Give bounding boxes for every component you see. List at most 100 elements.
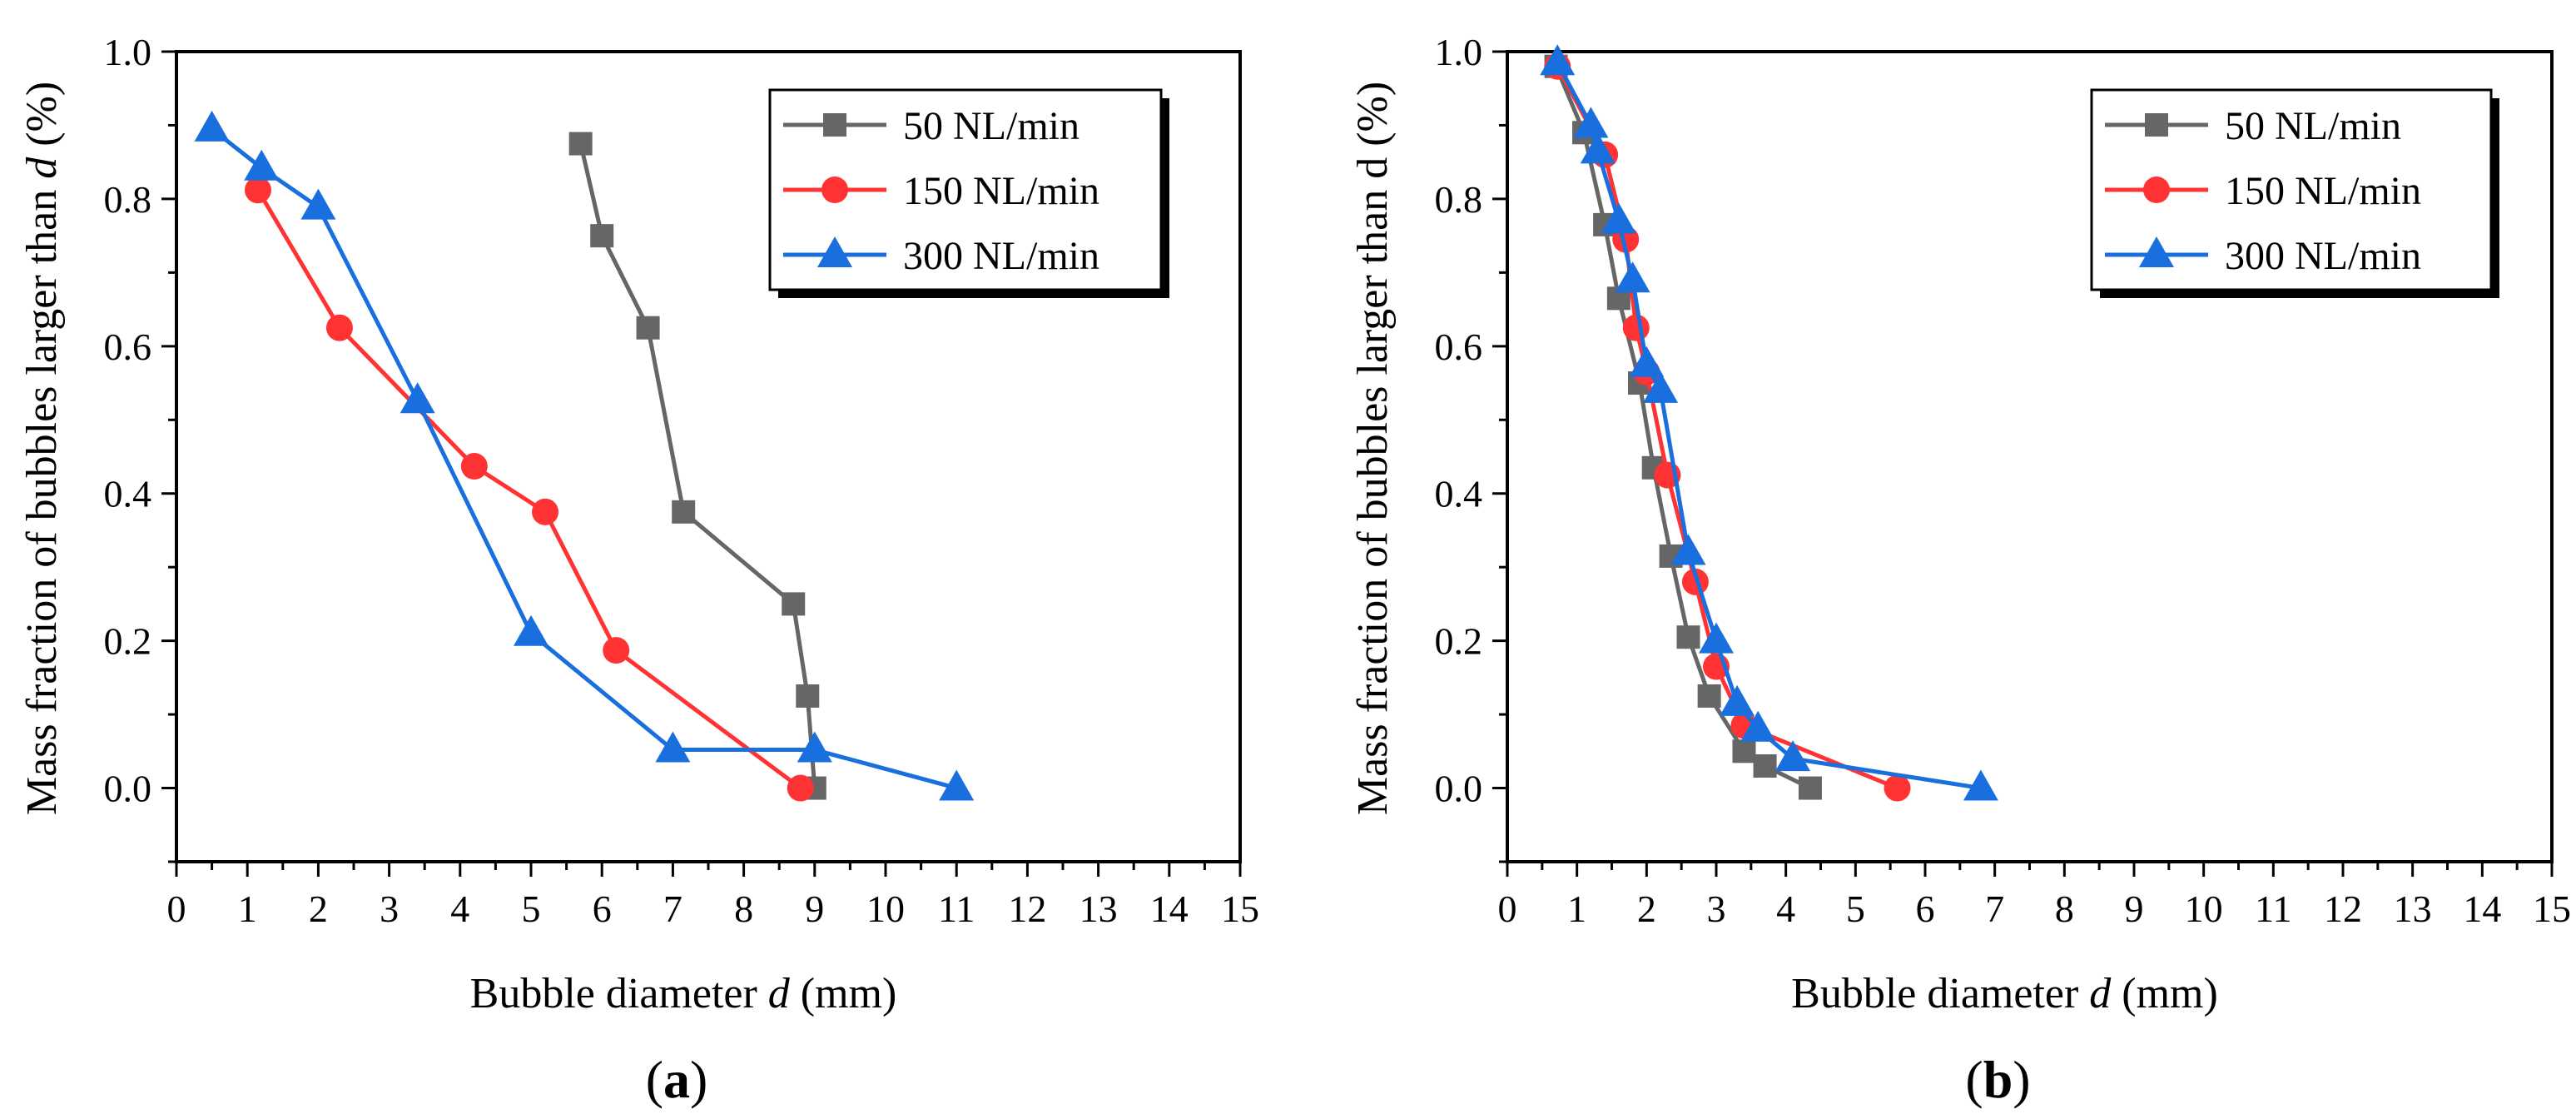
x-tick-label: 13 — [2394, 888, 2432, 930]
x-tick-label: 7 — [663, 888, 682, 930]
legend: 50 NL/min 150 NL/min 300 NL/min — [768, 88, 1169, 298]
series-50-nl-min — [1544, 54, 1822, 800]
data-point — [514, 614, 548, 646]
data-point — [1697, 684, 1721, 708]
data-point — [300, 188, 336, 220]
series-line — [1554, 65, 1812, 790]
series-300-nl-min — [194, 110, 975, 801]
data-point — [939, 769, 975, 801]
x-tick-label: 10 — [2185, 888, 2223, 930]
x-tick-label: 5 — [1846, 888, 1865, 930]
legend-entry: 150 NL/min — [2105, 169, 2421, 213]
legend-label: 150 NL/min — [2225, 169, 2421, 213]
x-axis: 0 1 2 3 4 5 6 7 8 9 10 11 12 13 14 15 — [1498, 862, 2571, 930]
y-tick-label: 0.6 — [104, 326, 152, 368]
data-point — [1884, 774, 1911, 802]
y-tick-label: 0.2 — [104, 620, 152, 663]
legend-label: 150 NL/min — [903, 169, 1099, 213]
legend-entry: 300 NL/min — [2105, 234, 2421, 278]
legend-marker — [2143, 177, 2170, 203]
y-tick-label: 0.0 — [104, 768, 152, 810]
x-tick-label: 1 — [1567, 888, 1586, 930]
x-tick-label: 9 — [2125, 888, 2144, 930]
legend-marker — [821, 177, 848, 203]
x-tick-label: 3 — [1707, 888, 1726, 930]
chart-a-svg: 0 1 2 3 4 5 6 7 8 9 10 11 12 13 14 150.00.20.40.60.81.0… — [18, 31, 1259, 1109]
data-point — [460, 452, 488, 480]
data-point — [1676, 625, 1700, 649]
x-tick-label: 13 — [1080, 888, 1118, 930]
x-tick-label: 2 — [1637, 888, 1656, 930]
data-point — [1629, 346, 1665, 377]
chart-b-svg: 0 1 2 3 4 5 6 7 8 9 10 11 12 13 14 150.00.20.40.60.81.0… — [1349, 31, 2571, 1109]
x-tick-label: 14 — [1150, 888, 1189, 930]
data-point — [244, 149, 280, 181]
y-axis-title: Mass fraction of bubbles larger than d (… — [1349, 82, 1397, 815]
x-axis: 0 1 2 3 4 5 6 7 8 9 10 11 12 13 14 15 — [167, 862, 1259, 930]
legend-label: 300 NL/min — [2225, 234, 2421, 278]
legend-marker — [823, 113, 846, 137]
data-point — [1740, 710, 1776, 742]
x-tick-label: 11 — [938, 888, 975, 930]
data-point — [244, 177, 271, 204]
data-point — [655, 731, 691, 763]
data-point — [1963, 769, 1998, 801]
y-axis-title: Mass fraction of bubbles larger than d (… — [18, 82, 66, 815]
legend-entry: 50 NL/min — [2105, 104, 2401, 148]
y-tick-label: 0.4 — [1435, 473, 1483, 515]
data-point — [672, 500, 696, 524]
series-line — [1556, 62, 1982, 791]
y-tick-label: 0.0 — [1435, 768, 1483, 810]
legend-label: 50 NL/min — [903, 104, 1080, 148]
x-tick-label: 0 — [1498, 888, 1517, 930]
series-line — [256, 189, 802, 790]
data-point — [1601, 202, 1636, 234]
legend: 50 NL/min 150 NL/min 300 NL/min — [2090, 88, 2499, 298]
x-tick-label: 10 — [866, 888, 905, 930]
data-point — [568, 132, 593, 156]
x-tick-label: 12 — [2324, 888, 2362, 930]
legend-label: 300 NL/min — [903, 234, 1099, 278]
legend-label: 50 NL/min — [2225, 104, 2401, 148]
series-150-nl-min — [1544, 52, 1911, 802]
data-point — [400, 382, 435, 414]
x-axis-title: Bubble diameter d (mm) — [1791, 970, 2218, 1017]
legend-entry: 50 NL/min — [783, 104, 1080, 148]
legend-entry: 300 NL/min — [783, 234, 1099, 278]
x-tick-label: 15 — [2533, 888, 2571, 930]
x-tick-label: 8 — [734, 888, 753, 930]
data-point — [1732, 739, 1756, 763]
x-tick-label: 4 — [450, 888, 469, 930]
x-tick-label: 4 — [1776, 888, 1795, 930]
data-point — [194, 110, 230, 142]
x-axis-title: Bubble diameter d (mm) — [470, 970, 897, 1017]
x-tick-label: 3 — [380, 888, 399, 930]
data-point — [782, 592, 806, 616]
x-tick-label: 0 — [167, 888, 186, 930]
data-point — [1670, 534, 1706, 565]
data-point — [590, 224, 614, 248]
x-tick-label: 12 — [1008, 888, 1046, 930]
x-tick-label: 7 — [1985, 888, 2004, 930]
data-point — [1622, 314, 1650, 341]
x-tick-label: 14 — [2463, 888, 2501, 930]
legend-marker — [2139, 236, 2174, 267]
data-point — [1720, 684, 1755, 716]
data-point — [1775, 740, 1811, 772]
data-point — [1798, 776, 1822, 800]
y-tick-label: 0.8 — [1435, 178, 1483, 221]
legend-marker — [2145, 113, 2168, 137]
series-line — [1556, 65, 1898, 790]
chart-panel-b: 0 1 2 3 4 5 6 7 8 9 10 11 12 13 14 15 0.0 0.2 0.4 0.6 0.8 1.0… — [1288, 0, 2576, 1114]
data-point — [787, 774, 814, 802]
x-tick-label: 6 — [1916, 888, 1935, 930]
data-point — [532, 498, 559, 525]
data-point — [1573, 107, 1609, 138]
data-point — [796, 684, 820, 708]
data-point — [1615, 261, 1650, 293]
data-point — [1699, 622, 1734, 654]
x-tick-label: 9 — [805, 888, 824, 930]
chart-panel-a: 0 1 2 3 4 5 6 7 8 9 10 11 12 13 14 15 0.0 0.2 0.4 0.6 0.8 1.0… — [18, 31, 1259, 1109]
legend-entry: 150 NL/min — [783, 169, 1099, 213]
